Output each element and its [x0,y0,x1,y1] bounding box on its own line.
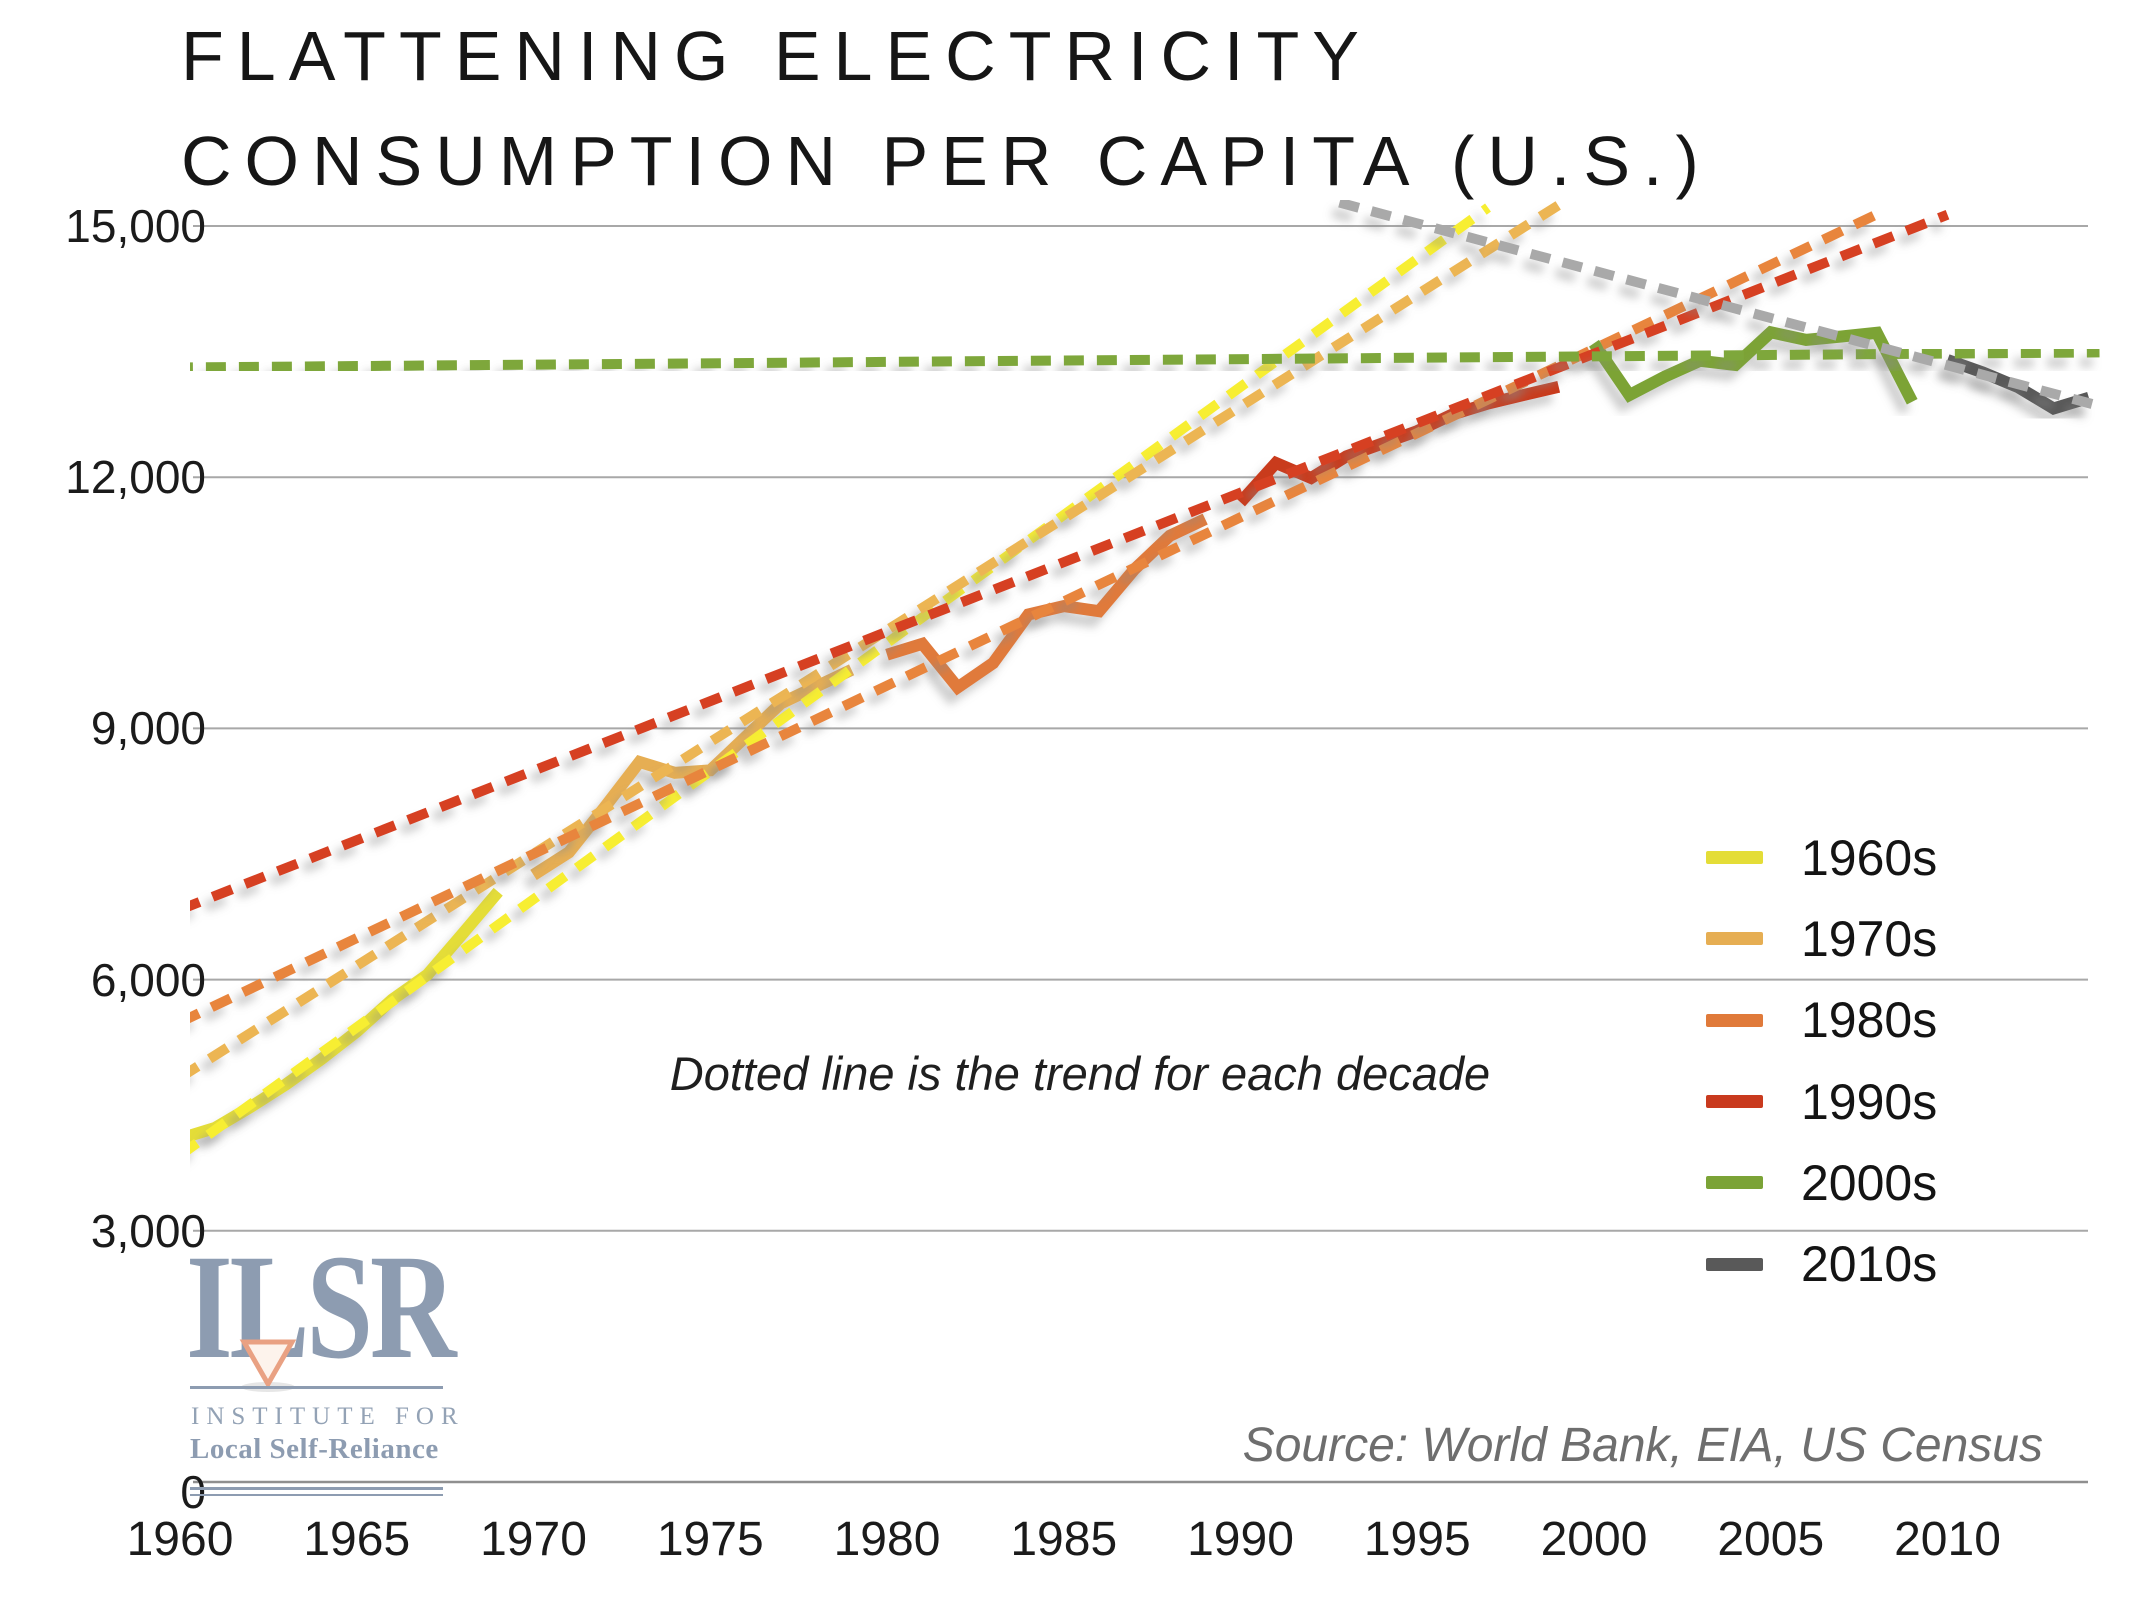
legend-item-1970s: 1970s [1706,898,1937,979]
trend-annotation: Dotted line is the trend for each decade [669,1047,1491,1100]
chart-title-line1: FLATTENING ELECTRICITY [181,17,1372,95]
x-tick-1990: 1990 [1187,1513,1294,1566]
x-tick-1970: 1970 [480,1513,587,1566]
legend-label-1960s: 1960s [1801,829,1938,886]
x-tick-1960: 1960 [126,1513,234,1566]
legend-item-1990s: 1990s [1706,1061,1937,1142]
y-tick-6,000: 6,000 [90,953,206,1006]
x-tick-1985: 1985 [1010,1513,1118,1566]
legend-item-1980s: 1980s [1706,980,1937,1061]
series-1960s-line [190,887,503,1142]
source-note: Source: World Bank, EIA, US Census [1242,1419,2043,1472]
y-tick-12,000: 12,000 [65,451,206,504]
chart-title: FLATTENING ELECTRICITY CONSUMPTION PER C… [181,4,1712,214]
logo-divider [190,1487,443,1490]
legend-label-2010s: 2010s [1801,1236,1938,1293]
x-tick-2010: 2010 [1894,1513,2001,1566]
logo-triangle-icon [239,1339,297,1392]
legend-swatch-1960s [1706,851,1763,865]
x-tick-1965: 1965 [303,1513,411,1566]
x-tick-1995: 1995 [1363,1513,1471,1566]
x-tick-1975: 1975 [656,1513,764,1566]
logo-institute-text: INSTITUTE FOR [191,1403,465,1430]
y-tick-0: 0 [180,1466,206,1518]
legend-swatch-2010s [1706,1257,1763,1271]
legend-swatch-1980s [1706,1013,1763,1027]
y-tick-9,000: 9,000 [90,702,206,755]
logo-divider [190,1494,443,1496]
logo-divider [190,1386,443,1389]
legend-label-2000s: 2000s [1801,1154,1938,1211]
x-tick-2005: 2005 [1717,1513,1825,1566]
legend-item-2000s: 2000s [1706,1142,1937,1223]
legend-swatch-1970s [1706,932,1763,946]
legend: 1960s 1970s 1980s 1990s 2000s 2010s [1706,817,1937,1305]
legend-swatch-1990s [1706,1095,1763,1109]
x-tick-2000: 2000 [1540,1513,1648,1566]
legend-item-2010s: 2010s [1706,1223,1937,1304]
legend-label-1970s: 1970s [1801,910,1938,967]
x-tick-1980: 1980 [833,1513,941,1566]
chart-title-line2: CONSUMPTION PER CAPITA (U.S.) [181,122,1712,200]
logo-name-text: Local Self-Reliance [190,1433,439,1465]
series-1960s-trend [190,203,1491,1155]
series-1970s-line [530,664,855,880]
legend-label-1980s: 1980s [1801,992,1938,1049]
logo-wordmark: ILSR [186,1224,457,1390]
legend-swatch-2000s [1706,1176,1763,1190]
y-tick-3,000: 3,000 [90,1204,206,1257]
legend-item-1960s: 1960s [1706,817,1937,898]
series-2000s-line [1589,325,1918,405]
series-1990s-trend [190,210,1950,912]
y-tick-15,000: 15,000 [65,200,206,252]
series-2000s-trend [190,347,2100,373]
legend-label-1990s: 1990s [1801,1073,1938,1130]
